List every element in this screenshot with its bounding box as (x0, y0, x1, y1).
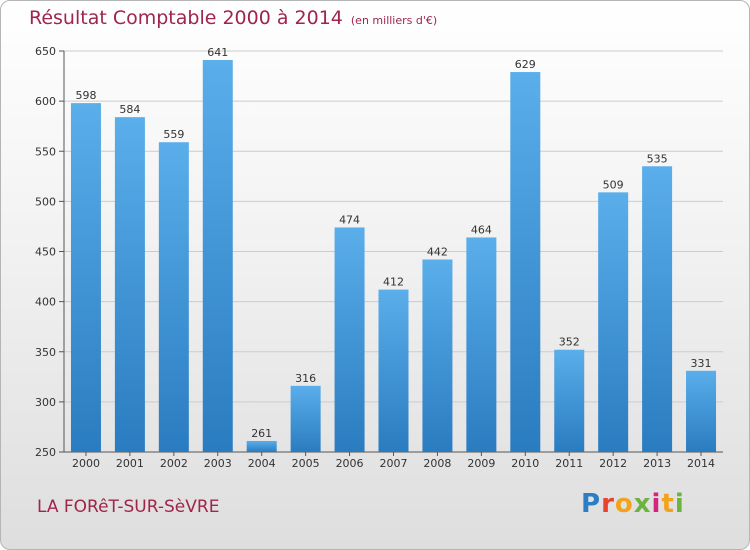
y-tick-label: 500 (35, 195, 56, 208)
bar (114, 117, 145, 452)
bar (642, 166, 673, 452)
x-tick-label: 2006 (336, 457, 364, 470)
y-tick-label: 400 (35, 296, 56, 309)
logo-letter: i (651, 489, 662, 519)
bar (598, 192, 629, 453)
value-label: 559 (163, 128, 184, 141)
x-tick-label: 2013 (643, 457, 671, 470)
logo-letter: x (633, 489, 652, 519)
bar (554, 349, 585, 452)
bar (70, 103, 101, 452)
value-label: 316 (295, 372, 316, 385)
chart-title-text: Résultat Comptable 2000 à 2014 (29, 7, 343, 29)
bars (70, 60, 717, 453)
x-tick-label: 2001 (116, 457, 144, 470)
x-tick-label: 2014 (687, 457, 715, 470)
x-tick-label: 2012 (599, 457, 627, 470)
x-tick-label: 2004 (248, 457, 276, 470)
bar (334, 227, 365, 452)
x-tick-label: 2007 (380, 457, 408, 470)
value-label: 598 (75, 89, 96, 102)
value-label: 629 (515, 58, 536, 71)
value-label: 464 (471, 223, 492, 236)
y-tick-label: 450 (35, 246, 56, 259)
value-label: 474 (339, 213, 360, 226)
logo-letter: r (601, 489, 615, 519)
logo-letter: t (661, 489, 675, 519)
proxiti-logo: Proxiti (581, 489, 685, 519)
value-label: 442 (427, 246, 448, 259)
bar (422, 259, 453, 452)
chart-title: Résultat Comptable 2000 à 2014 (en millie… (29, 7, 437, 29)
y-tick-label: 550 (35, 145, 56, 158)
value-label: 331 (691, 357, 712, 370)
value-label: 584 (119, 103, 140, 116)
x-tick-label: 2010 (511, 457, 539, 470)
value-label: 641 (207, 46, 228, 59)
bar (466, 237, 497, 452)
y-tick-label: 650 (35, 45, 56, 58)
value-label: 535 (647, 152, 668, 165)
bar (202, 60, 233, 453)
x-tick-label: 2011 (555, 457, 583, 470)
x-tick-label: 2008 (423, 457, 451, 470)
bar (290, 385, 321, 452)
y-tick-label: 350 (35, 346, 56, 359)
chart-subtitle: (en milliers d'€) (350, 14, 438, 27)
value-labels: 598 584 559 641 261 316 474 412 442 464 629 352 509 5… (75, 46, 711, 440)
x-tick-label: 2000 (72, 457, 100, 470)
bar (246, 440, 277, 452)
bar-chart: 250 300 350 400 450 500 550 600 650 2000 2001 2002 2… (35, 45, 723, 470)
x-tick-label: 2002 (160, 457, 188, 470)
y-tick-label: 300 (35, 396, 56, 409)
y-tick-label: 600 (35, 95, 56, 108)
bar (378, 289, 409, 452)
value-label: 509 (603, 178, 624, 191)
x-tick-label: 2009 (467, 457, 495, 470)
value-label: 412 (383, 276, 404, 289)
x-tick-label: 2003 (204, 457, 232, 470)
logo-letter: o (614, 489, 634, 519)
y-tick-label: 250 (35, 446, 56, 459)
bar (686, 370, 717, 452)
bar (510, 72, 541, 453)
bar (158, 142, 189, 453)
logo-letter: i (674, 489, 685, 519)
value-label: 352 (559, 336, 580, 349)
value-label: 261 (251, 427, 272, 440)
place-name: LA FORêT-SUR-SèVRE (37, 497, 220, 517)
logo-letter: P (581, 489, 602, 519)
x-tick-label: 2005 (292, 457, 320, 470)
